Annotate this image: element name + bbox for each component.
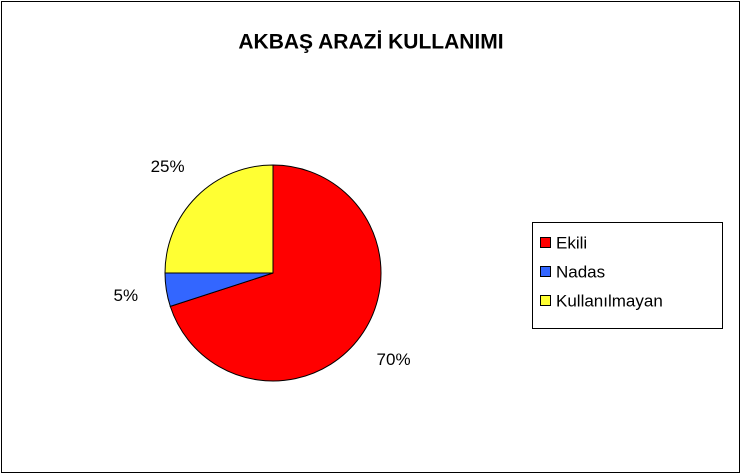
- legend-swatch: [540, 237, 551, 248]
- chart-title: AKBAŞ ARAZİ KULLANIMI: [238, 31, 503, 54]
- value-label: 70%: [377, 350, 411, 369]
- legend-label: Kullanılmayan: [556, 291, 663, 310]
- pie-slice: [164, 164, 274, 274]
- value-label: 25%: [151, 157, 185, 176]
- value-label: 5%: [114, 286, 139, 305]
- legend-swatch: [540, 295, 551, 306]
- legend-box: [532, 222, 723, 329]
- legend-label: Nadas: [556, 262, 605, 281]
- legend-swatch: [540, 266, 551, 277]
- pie-slice: [169, 164, 382, 382]
- legend-label: Ekili: [556, 233, 587, 252]
